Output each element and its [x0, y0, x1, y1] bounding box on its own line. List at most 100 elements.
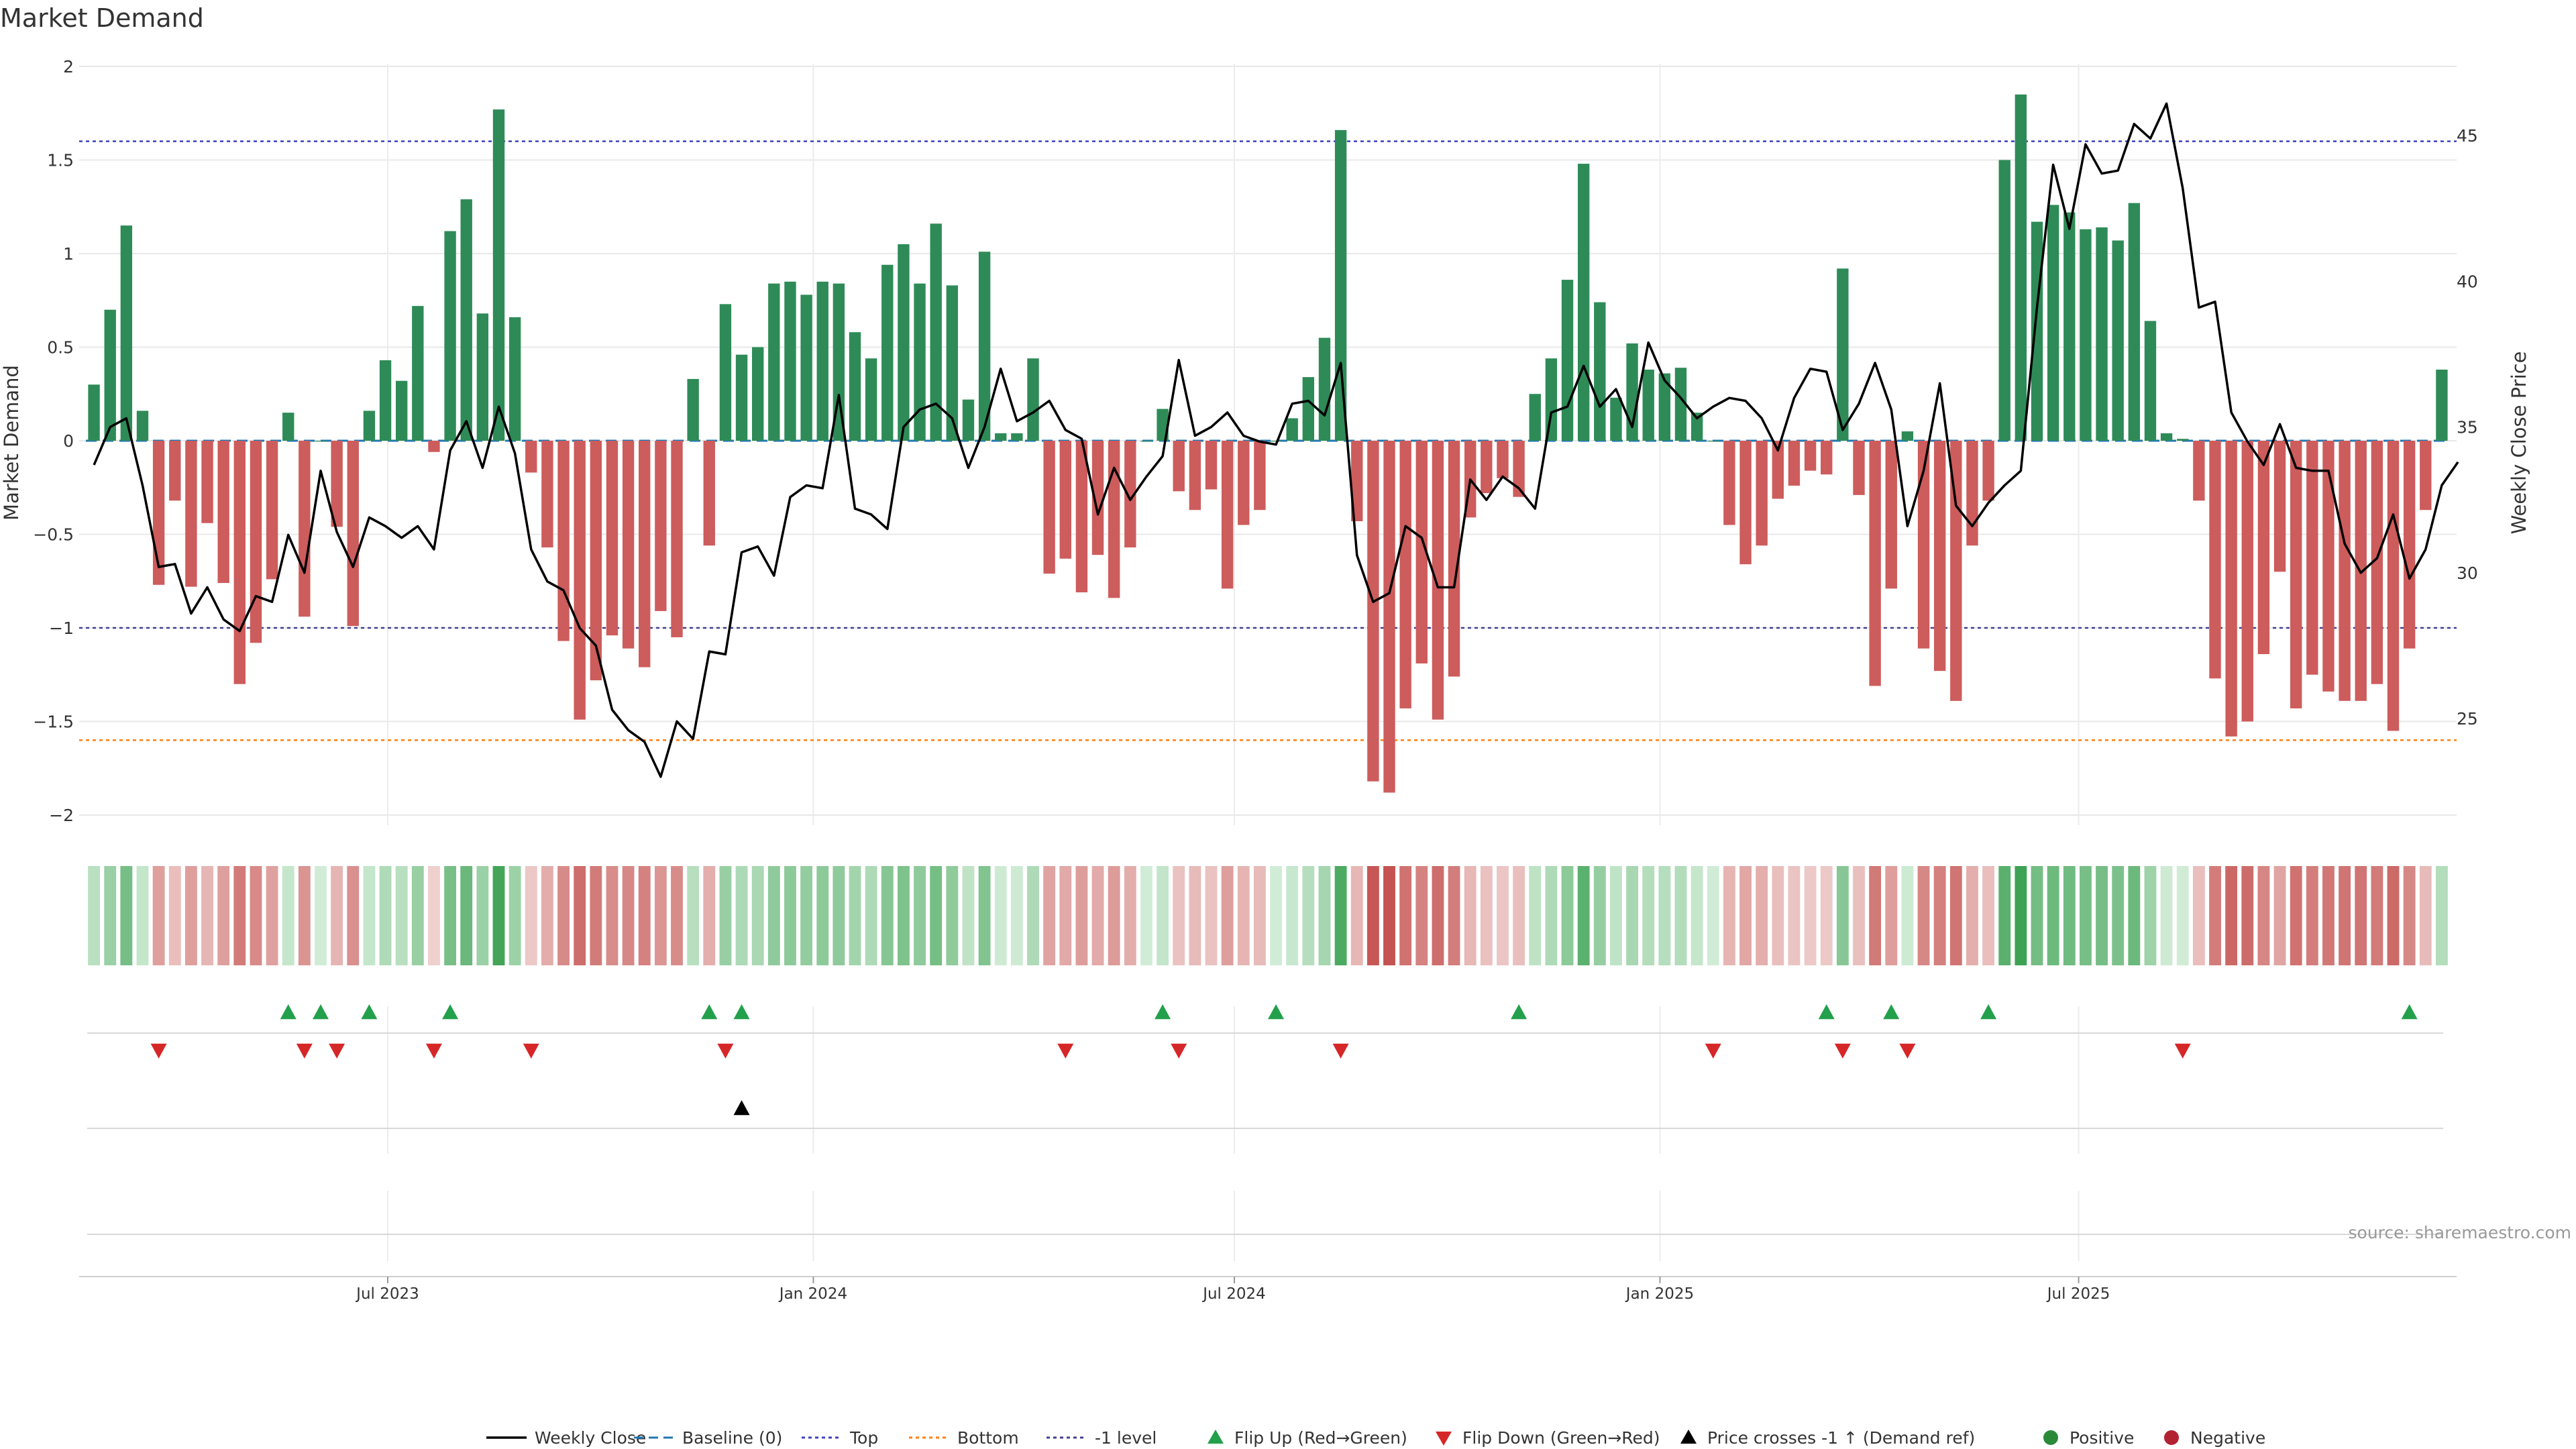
heat-cell	[881, 866, 894, 965]
demand-bar	[1399, 441, 1411, 708]
demand-bar	[508, 317, 521, 441]
demand-bar	[1318, 337, 1331, 441]
heat-cell	[978, 866, 991, 965]
heat-cell	[395, 866, 408, 965]
heat-cell	[735, 866, 748, 965]
heat-cell	[1415, 866, 1428, 965]
flip-down-marker	[296, 1043, 313, 1059]
demand-bar	[412, 306, 424, 441]
legend-label: Negative	[2190, 1428, 2265, 1448]
heat-cell	[1221, 866, 1234, 965]
demand-bar	[2096, 227, 2108, 441]
demand-bar	[1367, 441, 1379, 782]
demand-bar	[347, 441, 359, 627]
heat-cell	[492, 866, 505, 965]
demand-bar	[671, 441, 683, 637]
demand-bar	[1334, 129, 1347, 441]
y2-tick-label: 25	[2457, 709, 2478, 729]
flip-up-marker	[1268, 1004, 1285, 1020]
heat-cell	[671, 866, 683, 965]
heat-cell	[1383, 866, 1395, 965]
demand-bar	[946, 285, 959, 441]
demand-bar	[1982, 441, 1994, 501]
heat-cell	[816, 866, 829, 965]
demand-bar	[865, 358, 877, 441]
demand-bar	[2015, 94, 2027, 441]
flip-down-marker	[1834, 1043, 1851, 1059]
heat-cell	[347, 866, 360, 965]
heat-cell	[1949, 866, 1962, 965]
heat-cell	[1173, 866, 1185, 965]
demand-bar	[2031, 221, 2043, 441]
heat-cell	[233, 866, 246, 965]
heat-cell	[1270, 866, 1282, 965]
flip-up-marker	[733, 1004, 750, 1020]
demand-bar	[492, 109, 505, 441]
x-tick-label: Jan 2025	[1625, 1285, 1694, 1303]
demand-bar	[299, 441, 311, 617]
heat-cell	[2160, 866, 2173, 965]
demand-bar	[995, 433, 1007, 441]
heat-cell	[1529, 866, 1542, 965]
demand-bar	[2144, 321, 2157, 441]
flip-up-marker	[2401, 1004, 2418, 1020]
heat-cell	[1464, 866, 1477, 965]
demand-bar	[1545, 358, 1558, 441]
demand-bar	[1739, 441, 1752, 565]
legend-label: Price crosses -1 ↑ (Demand ref)	[1707, 1428, 1975, 1448]
demand-bar	[2080, 229, 2092, 441]
heat-cell	[930, 866, 943, 965]
demand-bar	[1529, 394, 1541, 441]
heat-cell	[1286, 866, 1299, 965]
heat-cell	[2371, 866, 2383, 965]
heat-cell	[1157, 866, 1169, 965]
flip-down-marker	[1899, 1043, 1916, 1059]
x-tick-label: Jan 2024	[778, 1285, 847, 1303]
heat-cell	[1772, 866, 1784, 965]
demand-bar	[2160, 433, 2173, 441]
demand-bar	[1124, 441, 1136, 548]
heat-cell	[1205, 866, 1218, 965]
y-tick-label: −1.5	[33, 712, 74, 732]
demand-bar	[1189, 441, 1201, 511]
legend-label: Positive	[2070, 1428, 2134, 1448]
y-axis-title: Market Demand	[0, 365, 23, 521]
heat-cell	[606, 866, 619, 965]
heat-cell	[298, 866, 311, 965]
heat-cell	[2419, 866, 2432, 965]
y-tick-label: 0	[63, 431, 74, 451]
heat-cell	[751, 866, 764, 965]
flip-down-marker	[150, 1043, 167, 1059]
demand-bar	[104, 309, 116, 441]
heat-cell	[1043, 866, 1056, 965]
heat-cell	[2176, 866, 2189, 965]
heat-cell	[2031, 866, 2043, 965]
heat-cell	[2273, 866, 2286, 965]
demand-bar	[2273, 441, 2286, 572]
demand-bar	[233, 441, 246, 684]
heat-cell	[865, 866, 877, 965]
heat-cell	[1432, 866, 1444, 965]
heat-cell	[2257, 866, 2270, 965]
demand-bar	[962, 399, 975, 441]
legend-label: Top	[849, 1428, 878, 1448]
demand-bar	[1561, 280, 1574, 441]
heat-cell	[1318, 866, 1331, 965]
heat-cell	[2063, 866, 2076, 965]
heat-cell	[1091, 866, 1104, 965]
heat-cell	[622, 866, 635, 965]
flip-up-marker	[361, 1004, 378, 1020]
demand-bar	[2290, 441, 2302, 708]
demand-bar	[2112, 240, 2124, 441]
demand-bar	[476, 313, 489, 441]
heat-cell	[2047, 866, 2059, 965]
demand-bar	[2420, 441, 2432, 511]
y-tick-label: 2	[63, 57, 74, 76]
heat-cell	[2192, 866, 2205, 965]
heat-cell	[411, 866, 424, 965]
demand-bar	[800, 294, 812, 441]
demand-bar	[1642, 369, 1654, 441]
heat-cell	[1350, 866, 1363, 965]
demand-bar	[1837, 268, 1849, 441]
heat-cell	[2290, 866, 2302, 965]
